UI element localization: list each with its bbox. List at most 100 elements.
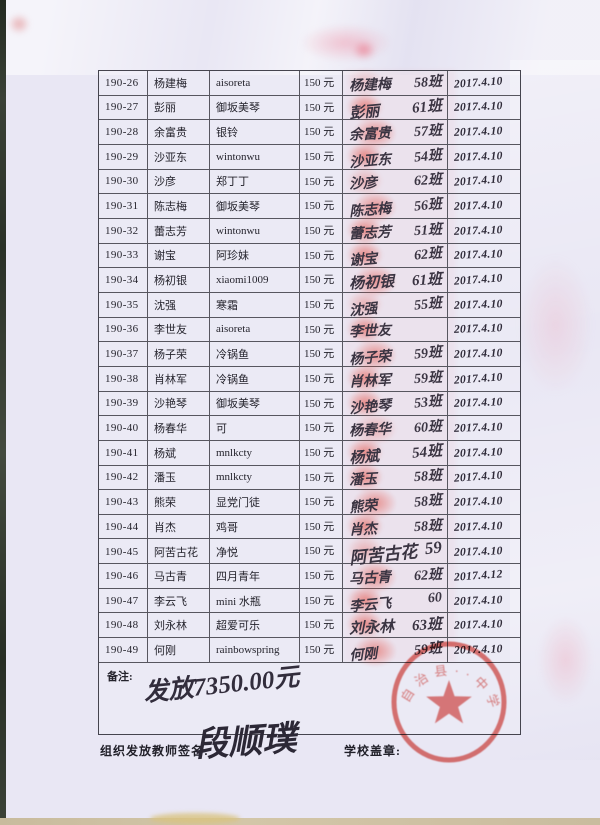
handwritten-date: 2017.4.10 — [453, 173, 504, 190]
signature-name: 蕾志芳 — [348, 225, 392, 243]
student-name: 杨初银 — [148, 268, 210, 292]
student-id: 190-26 — [99, 71, 148, 95]
student-nickname: 银铃 — [210, 120, 300, 144]
table-row: 190-38 肖林军 冷锅鱼 150 元 肖林军 59班 2017.4.10 — [99, 363, 520, 392]
table-row: 190-33 谢宝 阿珍妹 150 元 谢宝 62班 2017.4.10 — [99, 240, 520, 270]
student-nickname: mnlkcty — [210, 465, 300, 490]
student-name: 杨子荣 — [148, 342, 210, 366]
handwritten-date: 2017.4.10 — [453, 223, 503, 238]
handwritten-date: 2017.4.10 — [453, 125, 503, 139]
signature-cell: 肖杰 58班 — [343, 511, 448, 540]
amount-value: 150 元 — [300, 342, 343, 366]
red-fingerprint-mark — [347, 166, 383, 195]
red-fingerprint-mark — [347, 141, 383, 170]
student-nickname: 四月青年 — [210, 564, 300, 588]
handwritten-signature: 沙彦 62班 — [349, 169, 448, 194]
date-cell: 2017.4.10 — [448, 416, 520, 440]
red-fingerprint-mark — [347, 363, 383, 392]
date-cell: 2017.4.10 — [448, 515, 520, 539]
student-id: 190-35 — [99, 292, 148, 317]
date-cell: 2017.4.10 — [448, 367, 520, 391]
red-fingerprint-mark — [347, 536, 383, 565]
handwritten-signature: 蕾志芳 51班 — [349, 218, 448, 243]
student-id: 190-39 — [99, 391, 148, 416]
signature-class: 60 — [427, 589, 443, 606]
pink-stain — [352, 40, 376, 60]
handwritten-date: 2017.4.10 — [453, 495, 503, 509]
amount-value: 150 元 — [300, 243, 343, 268]
student-nickname: 御坂美琴 — [210, 194, 300, 218]
student-name: 彭丽 — [148, 95, 210, 120]
signature-name: 沙彦 — [348, 176, 378, 194]
signature-name: 杨建梅 — [348, 77, 392, 95]
student-nickname: 阿珍妹 — [210, 243, 300, 268]
signature-class: 61班 — [411, 271, 443, 289]
handwritten-date: 2017.4.10 — [453, 593, 503, 608]
student-name: 沙艳琴 — [148, 391, 210, 416]
handwritten-date: 2017.4.10 — [453, 519, 503, 534]
date-cell: 2017.4.10 — [448, 318, 520, 342]
handwritten-date: 2017.4.10 — [453, 371, 504, 387]
student-id: 190-43 — [99, 490, 148, 514]
handwritten-signature: 杨春华 60班 — [349, 415, 448, 440]
red-fingerprint-mark — [347, 68, 383, 96]
scan-edge-bottom — [0, 818, 600, 825]
student-name: 潘玉 — [148, 465, 210, 490]
handwritten-signature: 杨初银 61班 — [349, 267, 448, 293]
date-cell: 2017.4.10 — [448, 71, 520, 95]
student-name: 沈强 — [148, 292, 210, 317]
signature-name: 马古青 — [348, 570, 392, 588]
student-id: 190-44 — [99, 514, 148, 539]
signature-name: 余富贵 — [348, 126, 392, 144]
student-nickname: 寒霜 — [210, 292, 300, 317]
handwritten-date: 2017.4.12 — [453, 568, 504, 584]
signature-class: 57班 — [413, 123, 443, 141]
handwritten-date: 2017.4.10 — [453, 469, 504, 486]
red-fingerprint-mark — [347, 215, 383, 244]
handwritten-date: 2017.4.10 — [453, 618, 503, 633]
student-nickname: 鸡哥 — [210, 514, 300, 539]
date-cell: 2017.4.10 — [448, 539, 520, 564]
student-id: 190-46 — [99, 564, 148, 588]
student-id: 190-27 — [99, 95, 148, 120]
date-cell: 2017.4.10 — [448, 96, 520, 120]
teacher-signature-label: 组织发放教师签名: — [100, 744, 209, 758]
student-name: 李世友 — [148, 317, 210, 342]
signature-cell: 蕾志芳 51班 — [343, 215, 448, 244]
date-cell: 2017.4.10 — [448, 268, 520, 292]
signature-class: 54班 — [411, 443, 443, 462]
table-row: 190-31 陈志梅 御坂美琴 150 元 陈志梅 56班 2017.4.10 — [99, 191, 520, 224]
student-name: 肖杰 — [148, 514, 210, 539]
table-row: 190-34 杨初银 xiaomi1009 150 元 杨初银 61班 2017… — [99, 265, 520, 298]
student-id: 190-34 — [99, 268, 148, 292]
pink-stain — [518, 255, 593, 395]
amount-value: 150 元 — [300, 588, 343, 613]
paper-crease — [510, 60, 600, 760]
signature-class: 59班 — [413, 345, 443, 363]
signature-class: 53班 — [413, 394, 443, 412]
date-cell: 2017.4.10 — [448, 392, 520, 416]
table-row: 190-49 何刚 rainbowspring 150 元 何刚 59班 201… — [99, 635, 520, 668]
student-id: 190-37 — [99, 342, 148, 366]
paper-crease — [0, 0, 600, 75]
handwritten-date: 2017.4.10 — [453, 272, 504, 288]
table-row: 190-41 杨斌 mnlkcty 150 元 杨斌 54班 2017.4.10 — [99, 437, 520, 467]
student-nickname: xiaomi1009 — [210, 268, 300, 292]
amount-value: 150 元 — [300, 490, 343, 514]
signature-name: 刘永林 — [348, 618, 395, 638]
handwritten-signature: 潘玉 58班 — [349, 465, 448, 490]
student-name: 蕾志芳 — [148, 218, 210, 243]
handwritten-signature: 刘永林 63班 — [349, 612, 448, 638]
date-cell: 2017.4.10 — [448, 170, 520, 194]
amount-value: 150 元 — [300, 95, 343, 120]
handwritten-date: 2017.4.10 — [453, 347, 503, 361]
signature-cell: 沈强 55班 — [343, 289, 448, 319]
student-name: 阿苦古花 — [148, 539, 210, 565]
signature-cell: 马古青 62班 — [343, 561, 448, 594]
amount-value: 150 元 — [300, 613, 343, 638]
signature-cell: 潘玉 58班 — [343, 462, 448, 491]
date-cell: 2017.4.10 — [448, 120, 520, 144]
signature-cell: 杨初银 61班 — [343, 265, 448, 298]
school-seal-stamp: 自治县··中学 — [391, 641, 507, 763]
